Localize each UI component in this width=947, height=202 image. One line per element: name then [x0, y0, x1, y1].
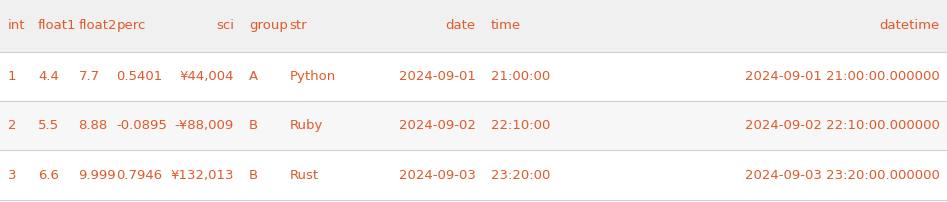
Text: 2024-09-01 21:00:00.000000: 2024-09-01 21:00:00.000000: [744, 70, 939, 83]
Text: 8.88: 8.88: [79, 119, 108, 132]
Text: 1: 1: [8, 70, 16, 83]
Text: ¥132,013: ¥132,013: [170, 169, 234, 182]
Text: 9.999: 9.999: [79, 169, 116, 182]
Text: Rust: Rust: [290, 169, 319, 182]
Text: float1: float1: [38, 19, 77, 32]
Text: 0.5401: 0.5401: [116, 70, 163, 83]
Text: 22:10:00: 22:10:00: [491, 119, 550, 132]
Text: ¥44,004: ¥44,004: [179, 70, 234, 83]
Text: 3: 3: [8, 169, 16, 182]
Text: 2024-09-02 22:10:00.000000: 2024-09-02 22:10:00.000000: [744, 119, 939, 132]
Text: group: group: [249, 19, 288, 32]
Bar: [0, 0, 947, 52]
Text: Python: Python: [290, 70, 336, 83]
Text: A: A: [249, 70, 259, 83]
Text: int: int: [8, 19, 25, 32]
Text: str: str: [290, 19, 308, 32]
Text: B: B: [249, 169, 259, 182]
Bar: [0, 101, 947, 150]
Text: 2024-09-01: 2024-09-01: [399, 70, 475, 83]
Text: 2024-09-03: 2024-09-03: [399, 169, 475, 182]
Bar: [0, 150, 947, 200]
Text: 0.7946: 0.7946: [116, 169, 163, 182]
Text: date: date: [445, 19, 475, 32]
Text: 7.7: 7.7: [79, 70, 99, 83]
Text: float2: float2: [79, 19, 117, 32]
Text: 4.4: 4.4: [38, 70, 59, 83]
Text: datetime: datetime: [879, 19, 939, 32]
Text: 2024-09-02: 2024-09-02: [399, 119, 475, 132]
Text: 21:00:00: 21:00:00: [491, 70, 550, 83]
Text: sci: sci: [216, 19, 234, 32]
Text: 2: 2: [8, 119, 16, 132]
Text: time: time: [491, 19, 521, 32]
Text: perc: perc: [116, 19, 146, 32]
Bar: [0, 52, 947, 101]
Text: 6.6: 6.6: [38, 169, 59, 182]
Text: Ruby: Ruby: [290, 119, 323, 132]
Text: 2024-09-03 23:20:00.000000: 2024-09-03 23:20:00.000000: [744, 169, 939, 182]
Text: -¥88,009: -¥88,009: [174, 119, 234, 132]
Text: 23:20:00: 23:20:00: [491, 169, 550, 182]
Text: B: B: [249, 119, 259, 132]
Text: -0.0895: -0.0895: [116, 119, 168, 132]
Text: 5.5: 5.5: [38, 119, 59, 132]
